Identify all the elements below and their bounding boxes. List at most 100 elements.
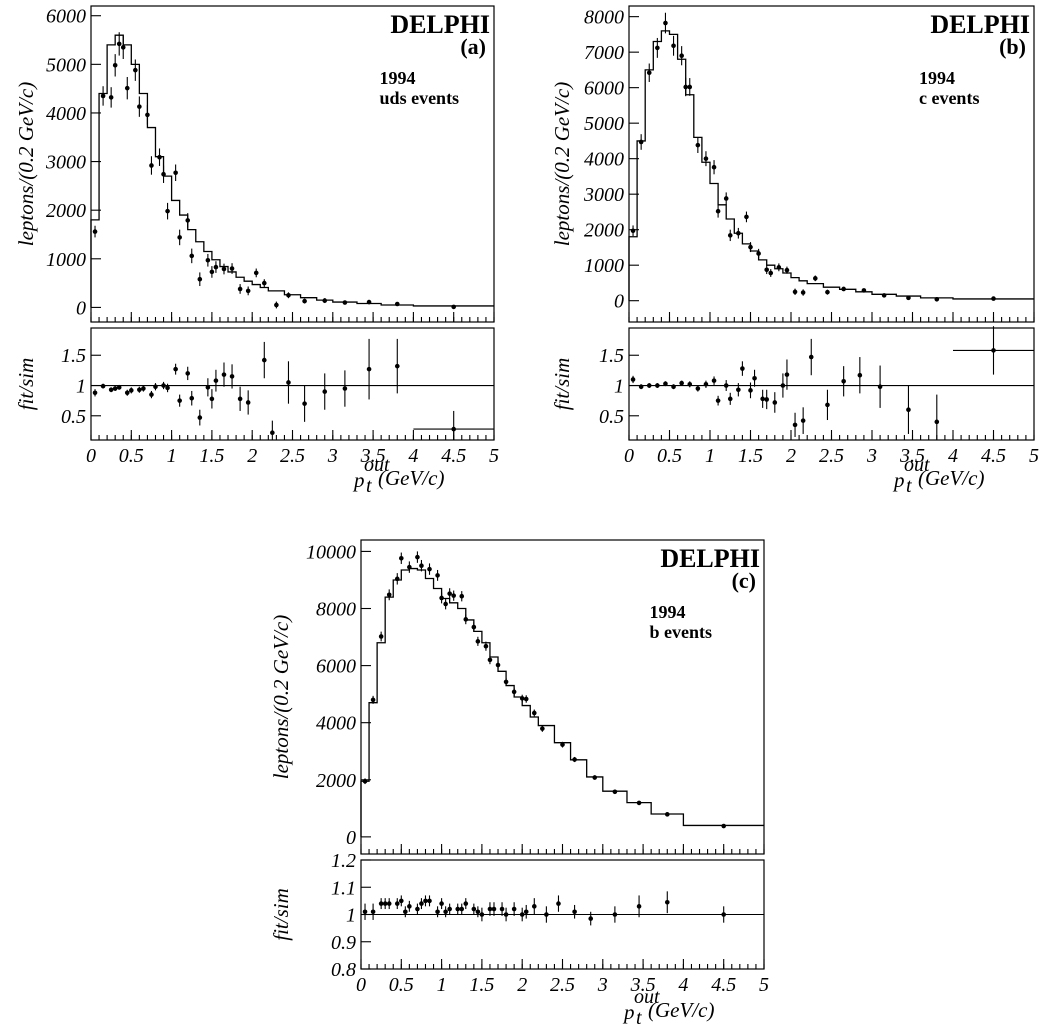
y-tick-label: 6000 xyxy=(46,6,86,28)
x-axis-title-superscript: out xyxy=(364,454,390,476)
x-tick-label: 1 xyxy=(705,445,715,467)
data-point xyxy=(991,296,996,301)
data-point xyxy=(100,93,106,99)
data-point xyxy=(322,298,328,303)
x-tick-label: 2.5 xyxy=(819,445,844,467)
data-point xyxy=(560,742,565,747)
ratio-point xyxy=(415,906,420,912)
ratio-point xyxy=(703,382,709,387)
y-tick-label: 6000 xyxy=(584,78,624,100)
ratio-point xyxy=(370,909,376,915)
x-tick-label: 3.5 xyxy=(899,445,925,467)
data-point xyxy=(261,280,267,286)
data-point xyxy=(695,142,701,148)
data-point xyxy=(511,689,517,695)
ratio-point xyxy=(630,377,636,382)
ratio-point xyxy=(185,371,191,376)
x-tick-label: 5 xyxy=(759,974,769,996)
x-tick-label: 5 xyxy=(489,445,499,467)
ratio-point xyxy=(612,912,618,917)
data-point xyxy=(447,591,452,596)
ratio-point xyxy=(378,901,384,906)
x-tick-label: 4.5 xyxy=(981,445,1006,467)
ratio-point xyxy=(487,906,493,912)
data-point xyxy=(471,624,477,630)
data-point xyxy=(394,576,400,582)
y-axis-title: leptons/(0.2 GeV/c) xyxy=(550,82,574,246)
x-axis-title-subscript: t xyxy=(366,475,372,497)
x-tick-label: 4.5 xyxy=(441,445,466,467)
x-tick-label: 4.5 xyxy=(711,974,736,996)
ratio-point xyxy=(439,901,444,906)
data-point xyxy=(366,299,372,305)
ratio-point xyxy=(715,398,721,403)
data-point xyxy=(861,288,867,293)
ratio-point xyxy=(427,898,432,904)
ratio-point xyxy=(229,374,235,379)
ratio-point xyxy=(687,382,693,387)
x-tick-label: 0.5 xyxy=(657,445,682,467)
year-note: 1994 xyxy=(380,68,416,88)
data-point xyxy=(209,269,215,275)
data-point xyxy=(671,43,676,49)
data-point xyxy=(443,601,448,607)
data-point xyxy=(362,778,368,784)
ratio-point xyxy=(108,387,114,393)
ratio-y-tick-label: 1 xyxy=(76,376,86,398)
data-point xyxy=(483,643,489,649)
ratio-point xyxy=(760,396,765,402)
ratio-y-tick-label: 1.2 xyxy=(331,850,356,872)
data-point xyxy=(572,757,577,762)
ratio-point xyxy=(124,390,130,396)
ratio-point xyxy=(112,386,118,391)
ratio-point xyxy=(772,400,778,405)
data-point xyxy=(161,171,166,177)
ratio-point xyxy=(556,901,561,906)
ratio-point xyxy=(752,375,757,381)
ratio-point xyxy=(447,906,452,912)
y-axis-title: leptons/(0.2 GeV/c) xyxy=(14,82,38,246)
panel-b: 0 0.5 1 1.5 2 2.5 3 3.5 4 4.5 50100020003000400050… xyxy=(550,5,1039,497)
y-tick-label: 7000 xyxy=(584,42,624,64)
data-point xyxy=(237,286,243,292)
data-point xyxy=(245,288,251,294)
ratio-point xyxy=(636,904,642,909)
ratio-point xyxy=(877,384,883,390)
ratio-point xyxy=(991,348,996,353)
ratio-point xyxy=(792,422,798,428)
x-tick-label: 3 xyxy=(866,445,877,467)
ratio-point xyxy=(443,909,448,915)
x-tick-label: 2 xyxy=(517,974,527,996)
main-plot-frame xyxy=(360,539,765,855)
x-axis-title-superscript: out xyxy=(634,986,660,1008)
ratio-y-tick-label: 1.5 xyxy=(61,345,86,367)
panel-letter-label: (a) xyxy=(460,34,486,59)
y-tick-label: 4000 xyxy=(316,713,356,735)
ratio-point xyxy=(399,898,404,904)
ratio-point xyxy=(475,909,481,915)
ratio-plot-frame xyxy=(90,327,495,441)
x-tick-label: 0.5 xyxy=(389,974,414,996)
y-tick-label: 5000 xyxy=(584,113,624,135)
ratio-point xyxy=(394,363,400,369)
y-tick-label: 4000 xyxy=(584,149,624,171)
ratio-y-tick-label: 0.8 xyxy=(331,959,356,981)
data-point xyxy=(407,564,412,570)
ratio-point xyxy=(655,383,660,388)
x-tick-label: 0 xyxy=(86,445,96,467)
data-point xyxy=(475,639,481,644)
ratio-point xyxy=(491,906,497,912)
y-tick-label: 2000 xyxy=(46,200,86,222)
ratio-point xyxy=(100,383,106,389)
ratio-point xyxy=(934,419,940,425)
data-point xyxy=(386,592,392,598)
ratio-point xyxy=(572,909,577,915)
y-tick-label: 6000 xyxy=(316,656,356,678)
x-tick-label: 2.5 xyxy=(550,974,575,996)
main-plot-frame xyxy=(628,5,1035,323)
panel-letter-label: (c) xyxy=(732,568,756,593)
ratio-point xyxy=(165,385,170,391)
data-point xyxy=(213,264,219,270)
data-point xyxy=(813,276,818,281)
